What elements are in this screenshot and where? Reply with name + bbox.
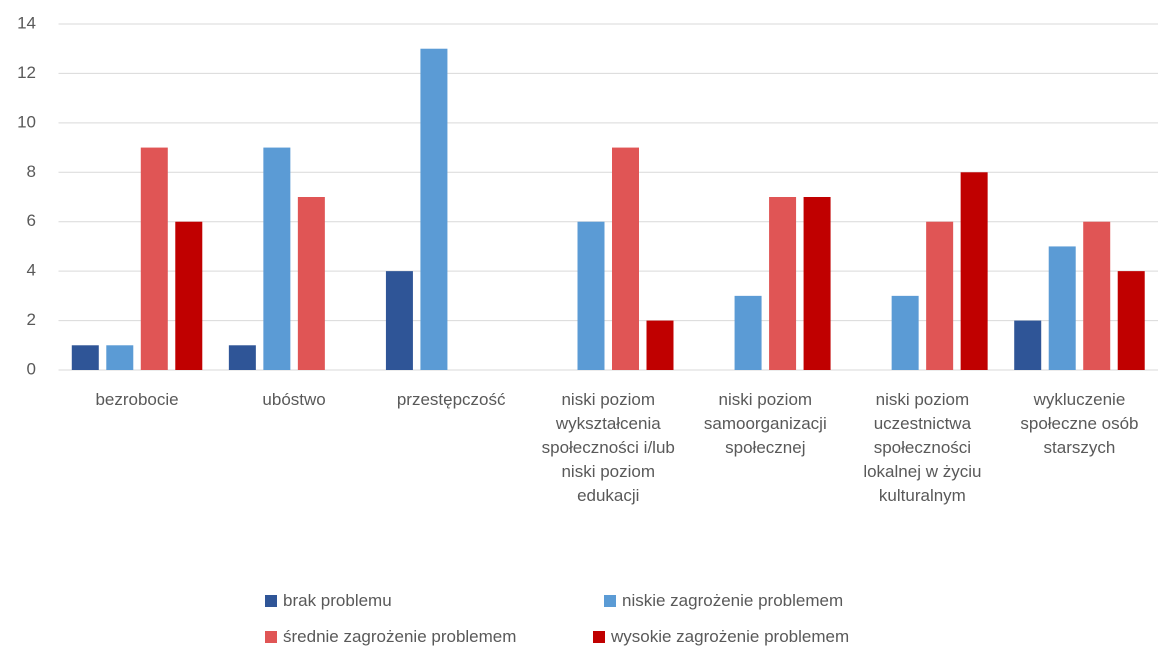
y-tick-label: 6 <box>27 211 36 230</box>
bar <box>612 147 639 370</box>
legend-swatch <box>593 631 605 643</box>
bar <box>1048 246 1076 370</box>
y-tick-label: 10 <box>17 112 36 131</box>
bar <box>926 221 954 370</box>
bar <box>71 345 99 370</box>
bar <box>1083 221 1111 370</box>
legend-label: brak problemu <box>283 591 392 610</box>
legend-swatch <box>604 595 616 607</box>
y-tick-label: 8 <box>27 162 36 181</box>
y-tick-label: 0 <box>27 359 36 378</box>
bar <box>297 197 325 370</box>
x-tick-label: bezrobocie <box>95 390 179 409</box>
y-tick-label: 4 <box>27 261 36 280</box>
bar <box>175 221 203 370</box>
bar <box>769 197 797 370</box>
bar <box>1117 271 1145 370</box>
bar <box>140 147 168 370</box>
legend-label: średnie zagrożenie problemem <box>283 627 517 646</box>
bar <box>1014 320 1042 370</box>
x-tick-label: przestępczość <box>396 390 506 409</box>
bar <box>646 320 674 370</box>
x-tick-label: niski poziom wykształcenia społeczności … <box>541 390 675 505</box>
y-tick-label: 12 <box>17 63 36 82</box>
legend-item: brak problemu <box>265 590 392 612</box>
y-tick-label: 14 <box>17 13 36 32</box>
bar <box>577 221 605 370</box>
legend-item: średnie zagrożenie problemem <box>265 626 516 648</box>
legend-label: niskie zagrożenie problemem <box>622 591 844 610</box>
legend-swatch <box>265 631 277 643</box>
bar <box>228 345 256 370</box>
bar <box>960 172 988 370</box>
legend-item: niskie zagrożenie problemem <box>604 590 843 612</box>
x-tick-label: ubóstwo <box>262 390 326 409</box>
y-tick-label: 2 <box>27 310 36 329</box>
legend-item: wysokie zagrożenie problemem <box>593 626 849 648</box>
bar <box>106 345 134 370</box>
legend-label: wysokie zagrożenie problemem <box>611 627 850 646</box>
bar <box>385 271 413 370</box>
x-tick-label: niski poziom samoorganizacji społecznej <box>703 390 827 457</box>
bar <box>803 197 831 370</box>
legend-swatch <box>265 595 277 607</box>
bar <box>263 147 291 370</box>
bar <box>420 48 448 370</box>
bar <box>734 295 762 370</box>
x-tick-label: niski poziom uczestnictwa społeczności l… <box>863 390 982 505</box>
x-tick-label: wykluczenie społeczne osób starszych <box>1020 390 1139 457</box>
bar <box>891 295 919 370</box>
